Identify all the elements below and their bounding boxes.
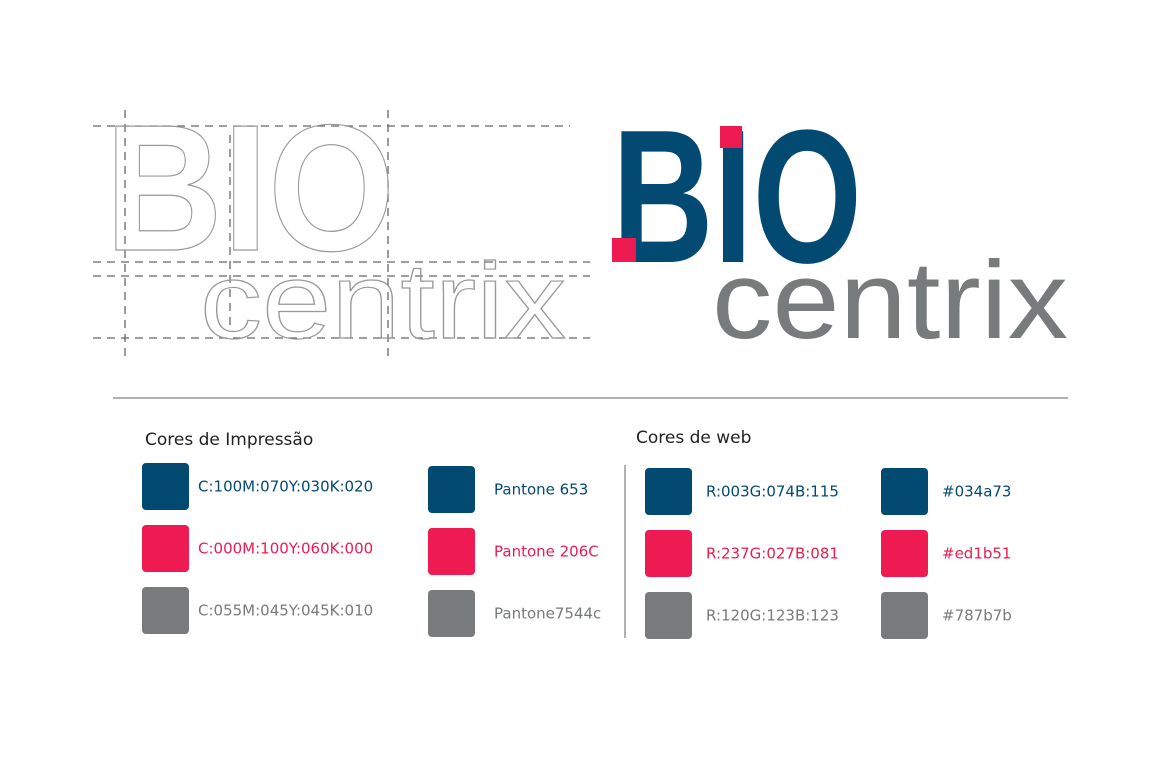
- swatch-label: C:055M:045Y:045K:010: [198, 602, 373, 620]
- swatch: [881, 468, 928, 515]
- section-title: Cores de web: [636, 428, 751, 448]
- swatch-label: C:100M:070Y:030K:020: [198, 478, 373, 496]
- swatch-label: Pantone 206C: [494, 543, 599, 561]
- swatch: [142, 463, 189, 510]
- swatch: [428, 590, 475, 637]
- swatch: [645, 468, 692, 515]
- logo-bottom: centrix: [712, 239, 1068, 362]
- swatch-label: R:120G:123B:123: [706, 607, 839, 625]
- swatch: [645, 530, 692, 577]
- swatch: [645, 592, 692, 639]
- swatch-label: #787b7b: [942, 607, 1012, 625]
- swatch: [142, 587, 189, 634]
- swatch-label: #ed1b51: [942, 545, 1011, 563]
- logo-accent: [720, 126, 742, 148]
- section-title: Cores de Impressão: [145, 430, 313, 450]
- swatch-label: R:237G:027B:081: [706, 545, 839, 563]
- swatch-label: R:003G:074B:115: [706, 483, 839, 501]
- logo-bottom-outline: centrix: [200, 240, 566, 361]
- swatch: [428, 528, 475, 575]
- swatch: [881, 592, 928, 639]
- logo: BIO centrix: [612, 91, 1068, 362]
- swatch-label: Pantone7544c: [494, 605, 601, 623]
- logo-accent: [612, 238, 636, 262]
- swatch: [142, 525, 189, 572]
- swatch-label: #034a73: [942, 483, 1011, 501]
- swatch: [881, 530, 928, 577]
- swatch-label: Pantone 653: [494, 481, 588, 499]
- swatch: [428, 466, 475, 513]
- swatch-label: C:000M:100Y:060K:000: [198, 540, 373, 558]
- logo-top-outline: BIO: [105, 88, 395, 289]
- logo-outline: BIO centrix: [93, 87, 590, 362]
